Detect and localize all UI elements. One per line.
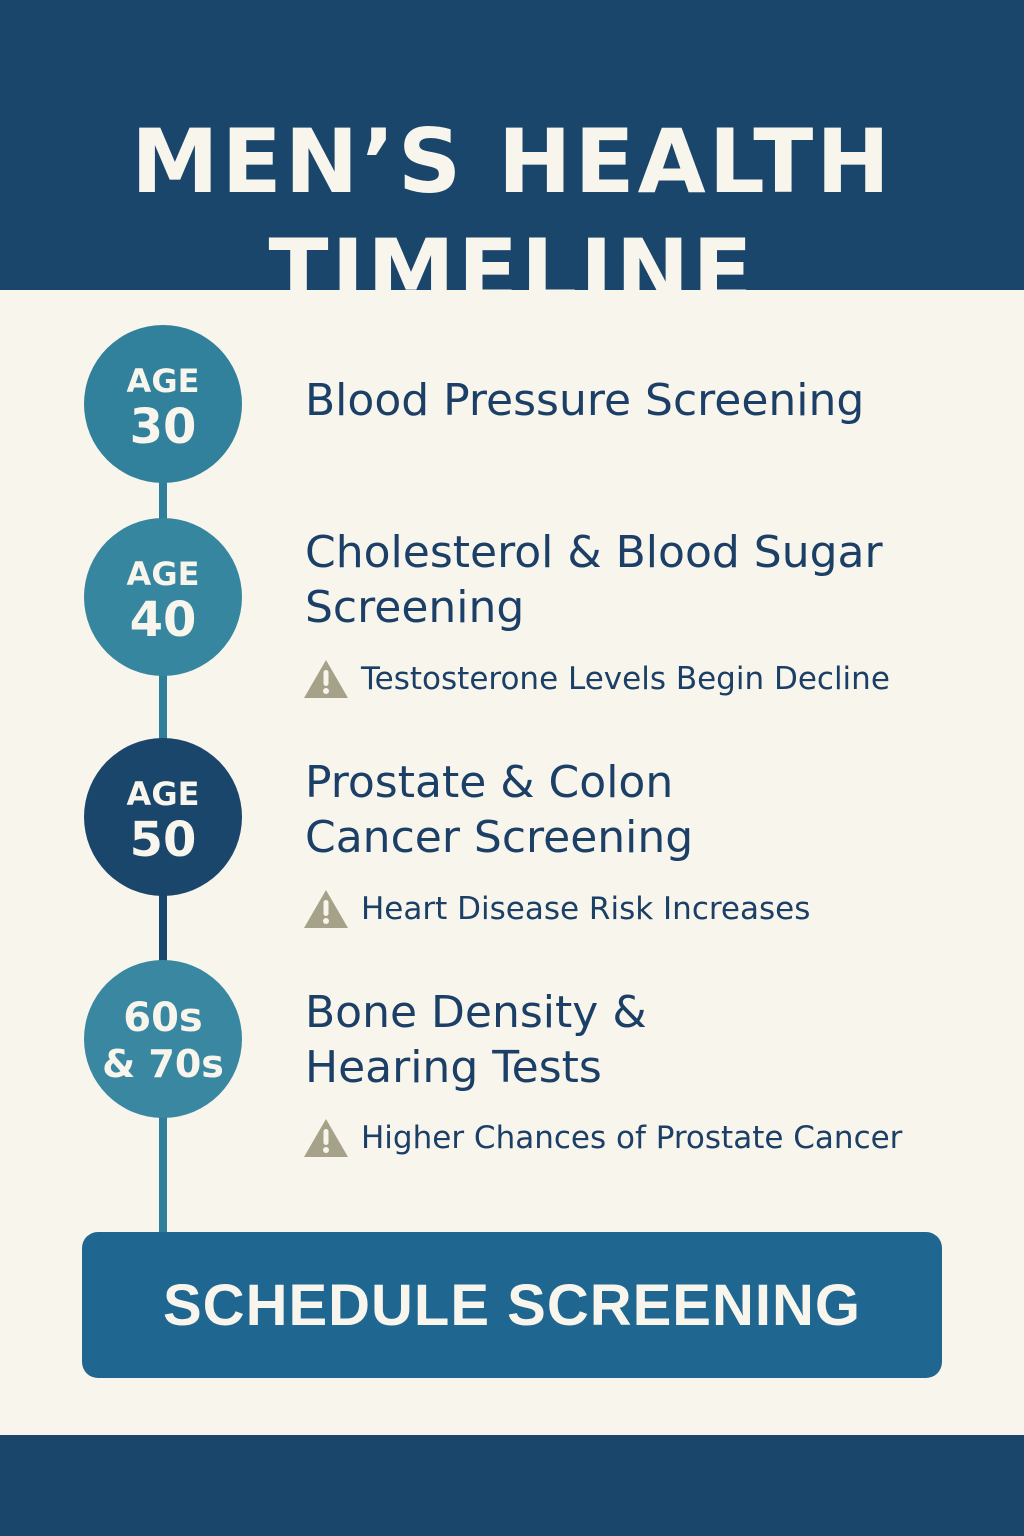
warning-icon <box>304 890 348 928</box>
age-label: 60s <box>123 995 203 1041</box>
screening-text-line-1: Prostate & Colon <box>305 757 674 808</box>
page-title: MEN’S HEALTH TIMELINE <box>0 107 1024 327</box>
age-value: 50 <box>129 812 197 868</box>
screening-text: Blood Pressure Screening <box>305 375 865 426</box>
risk-note-testosterone: Testosterone Levels Begin Decline <box>303 657 890 701</box>
age-label: AGE <box>126 775 200 813</box>
timeline-connector <box>159 470 167 540</box>
title-line-1: MEN’S HEALTH <box>131 109 893 213</box>
age-30-badge: AGE 30 <box>84 325 242 483</box>
screening-item-cholesterol-blood-sugar: Cholesterol & Blood Sugar Screening <box>305 525 985 635</box>
risk-note-prostate-cancer: Higher Chances of Prostate Cancer <box>303 1116 902 1160</box>
screening-text-line-2: Screening <box>305 582 525 633</box>
warning-icon <box>304 660 348 698</box>
page-header: MEN’S HEALTH TIMELINE <box>0 0 1024 323</box>
schedule-screening-button[interactable]: SCHEDULE SCREENING <box>82 1232 942 1378</box>
age-40-badge: AGE 40 <box>84 518 242 676</box>
screening-text-line-1: Cholesterol & Blood Sugar <box>305 527 883 578</box>
age-60s-70s-badge: 60s & 70s <box>84 960 242 1118</box>
risk-text: Testosterone Levels Begin Decline <box>361 661 890 697</box>
age-value: 30 <box>129 399 197 455</box>
screening-text-line-2: Hearing Tests <box>305 1042 602 1093</box>
timeline-connector <box>159 1100 167 1235</box>
age-value: & 70s <box>102 1042 224 1086</box>
warning-icon <box>304 1119 348 1157</box>
timeline-connector <box>159 880 167 990</box>
age-value: 40 <box>129 592 197 648</box>
screening-text-line-2: Cancer Screening <box>305 812 694 863</box>
age-label: AGE <box>126 362 200 400</box>
screening-item-blood-pressure: Blood Pressure Screening <box>305 373 985 428</box>
risk-text: Higher Chances of Prostate Cancer <box>361 1120 903 1156</box>
age-50-badge: AGE 50 <box>84 738 242 896</box>
title-line-2: TIMELINE <box>268 219 756 323</box>
screening-item-prostate-colon: Prostate & Colon Cancer Screening <box>305 755 985 865</box>
age-label: AGE <box>126 555 200 593</box>
risk-note-heart-disease: Heart Disease Risk Increases <box>303 887 810 931</box>
risk-text: Heart Disease Risk Increases <box>361 891 811 927</box>
timeline-connector <box>159 660 167 760</box>
page-footer <box>0 1435 1024 1536</box>
screening-item-bone-density-hearing: Bone Density & Hearing Tests <box>305 985 985 1095</box>
screening-text-line-1: Bone Density & <box>305 987 647 1038</box>
